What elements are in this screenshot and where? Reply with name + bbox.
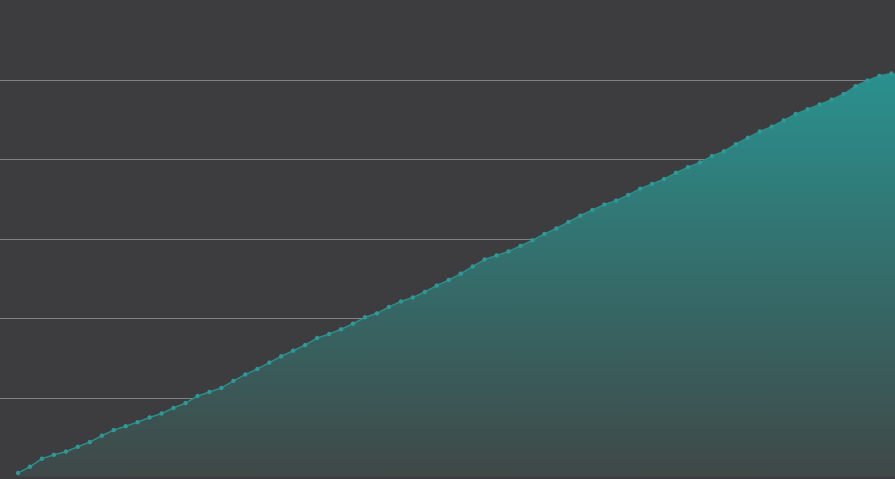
data-point (15, 470, 21, 476)
data-point (482, 257, 487, 262)
data-point (326, 331, 332, 337)
data-point (255, 366, 260, 372)
data-point (709, 153, 715, 159)
data-point (506, 249, 511, 254)
data-point (63, 449, 69, 454)
data-point (865, 78, 870, 83)
data-point (183, 400, 188, 406)
data-point (51, 452, 57, 457)
data-point (733, 142, 739, 147)
data-points (15, 71, 894, 476)
data-point (87, 439, 93, 445)
data-point (697, 160, 703, 165)
data-point (757, 129, 762, 134)
data-point (267, 360, 272, 365)
data-point (338, 327, 344, 332)
data-point (518, 243, 523, 249)
data-point (147, 415, 152, 420)
data-point (638, 186, 643, 191)
data-point (494, 253, 499, 258)
data-point (745, 135, 750, 140)
data-point (877, 73, 882, 79)
data-point (817, 102, 822, 107)
data-point (314, 335, 320, 341)
data-point (769, 124, 774, 129)
data-point (171, 405, 176, 411)
data-point (410, 295, 415, 300)
data-point (542, 231, 547, 237)
data-point (159, 411, 164, 416)
data-point (470, 264, 475, 269)
data-point (614, 198, 619, 203)
data-point (195, 393, 200, 399)
data-point (829, 97, 834, 102)
data-point (27, 464, 33, 469)
data-point (279, 354, 284, 359)
data-point (374, 311, 380, 316)
data-point (39, 456, 45, 461)
data-point (99, 433, 105, 438)
data-point (243, 372, 248, 377)
data-point (291, 348, 296, 353)
data-point (458, 271, 463, 276)
data-point (231, 378, 236, 384)
data-point (793, 111, 798, 117)
data-point (673, 170, 679, 175)
data-point (554, 226, 559, 231)
data-point (578, 213, 583, 218)
data-point (123, 424, 128, 429)
data-point (530, 238, 535, 243)
data-point (853, 84, 858, 89)
data-point (721, 149, 727, 154)
data-point (302, 342, 308, 348)
data-point (362, 315, 368, 320)
data-point (781, 118, 786, 123)
data-point (626, 192, 631, 198)
data-point (350, 321, 356, 326)
data-point (434, 283, 439, 288)
data-point (805, 107, 810, 112)
data-point (422, 289, 427, 295)
data-point (75, 444, 81, 449)
data-point (649, 181, 655, 187)
data-point (889, 71, 894, 76)
data-point (590, 207, 595, 213)
data-point (111, 427, 116, 433)
data-point (207, 389, 212, 395)
data-point (602, 202, 607, 207)
data-point (219, 385, 224, 391)
data-point (446, 277, 451, 283)
data-point (398, 299, 404, 304)
data-point (661, 176, 667, 182)
data-point (841, 91, 846, 97)
data-point (685, 165, 691, 170)
data-point (386, 304, 392, 310)
data-point (566, 219, 571, 225)
data-point (135, 420, 140, 425)
